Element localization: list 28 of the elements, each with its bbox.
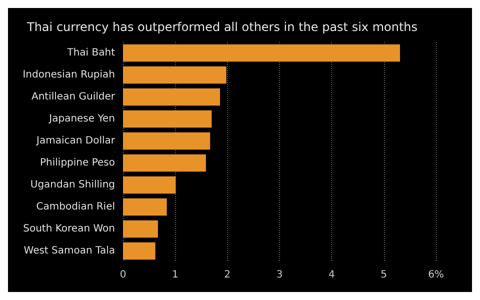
bar bbox=[123, 110, 212, 128]
x-tick-label: 1 bbox=[172, 270, 178, 280]
bar bbox=[123, 220, 158, 238]
y-tick-label: Indonesian Rupiah bbox=[22, 70, 115, 80]
bar bbox=[123, 44, 400, 62]
y-tick-label: Philippine Peso bbox=[40, 158, 115, 168]
bar bbox=[123, 66, 226, 84]
bar bbox=[123, 242, 156, 260]
bar bbox=[123, 132, 210, 150]
y-tick-label: Thai Baht bbox=[66, 48, 116, 58]
x-tick-label: 4 bbox=[328, 270, 335, 280]
y-tick-label: Japanese Yen bbox=[48, 114, 115, 124]
x-tick-label: 5 bbox=[380, 270, 388, 280]
bar bbox=[123, 176, 176, 194]
x-tick-label: 6% bbox=[428, 270, 444, 280]
bar bbox=[123, 154, 206, 172]
y-tick-label: West Samoan Tala bbox=[24, 246, 115, 256]
bar bbox=[123, 88, 220, 106]
chart-title: Thai currency has outperformed all others in the past six months bbox=[26, 20, 418, 34]
y-tick-label: Jamaican Dollar bbox=[36, 136, 116, 146]
y-tick-label: Cambodian Riel bbox=[36, 202, 115, 212]
y-tick-label: Ugandan Shilling bbox=[30, 180, 115, 190]
y-tick-label: Antillean Guilder bbox=[32, 92, 116, 102]
x-tick-label: 3 bbox=[276, 270, 283, 280]
y-tick-label: South Korean Won bbox=[23, 224, 115, 234]
bar bbox=[123, 198, 167, 216]
x-tick-label: 0 bbox=[120, 270, 126, 280]
x-tick-label: 2 bbox=[224, 270, 231, 280]
